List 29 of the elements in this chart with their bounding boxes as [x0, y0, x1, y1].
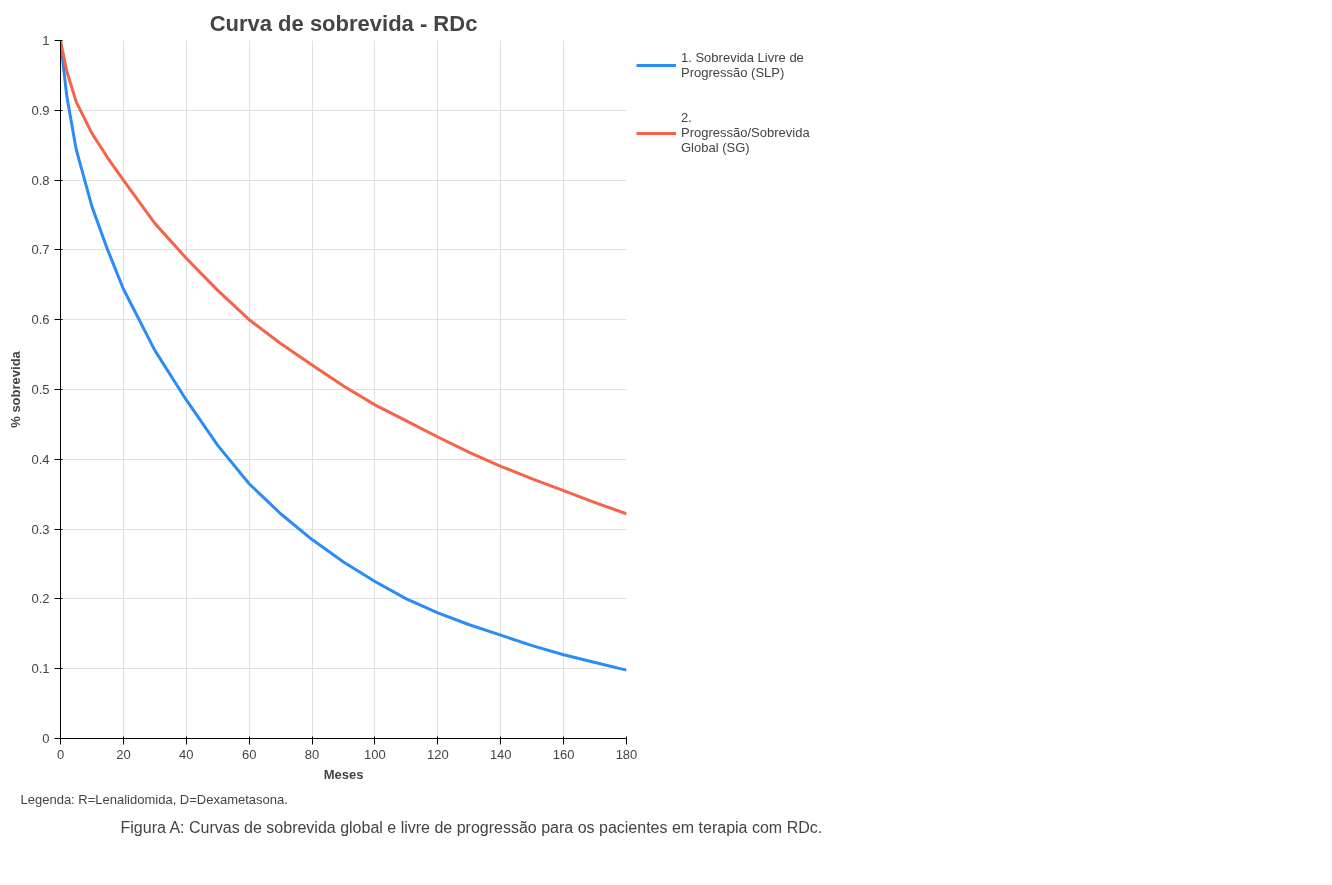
x-tick-label: 100 [364, 746, 386, 762]
y-tick-label: 0 [42, 731, 50, 746]
text: Figura A: Curvas de sobrevida global e livre de progressão para os pacientes em terapia com RDc. [120, 818, 823, 836]
x-tick-label: 80 [304, 746, 320, 762]
y-tick-label: 1 [42, 33, 50, 48]
chart-title: Curva de sobrevida - RDc [209, 10, 478, 36]
x-tick-label: 180 [615, 746, 638, 762]
y-tick-label: 0.4 [31, 451, 50, 467]
line-series [60, 40, 627, 516]
legend-label: 1. Sobrevida Livre de Progressão (SLP) [681, 50, 804, 80]
y-tick-label: 0.1 [31, 661, 50, 677]
y-tick-label: 0.5 [31, 382, 50, 397]
y-tick-label: 0.8 [31, 172, 50, 188]
x-tick-label: 140 [489, 746, 512, 762]
x-tick-label: 160 [552, 746, 575, 762]
text: Legenda: R=Lenalidomida, D=Dexametasona. [20, 791, 288, 807]
x-tick-label: 40 [179, 746, 194, 762]
x-axis-title: Meses [323, 766, 364, 782]
x-tick-label: 120 [426, 746, 449, 762]
legend-label: 2. Progressão/Sobrevida Global (SG) [681, 110, 810, 155]
y-axis-title: % sobrevida [8, 350, 24, 428]
x-tick-label: 60 [241, 746, 257, 762]
x-tick-label: 20 [116, 746, 131, 762]
y-tick-label: 0.3 [31, 521, 50, 537]
y-tick-label: 0.7 [31, 242, 50, 258]
y-tick-label: 0.9 [31, 102, 50, 118]
y-tick-label: 0.2 [31, 591, 50, 607]
y-tick-label: 0.6 [31, 312, 50, 328]
x-tick-label: 0 [56, 746, 65, 762]
